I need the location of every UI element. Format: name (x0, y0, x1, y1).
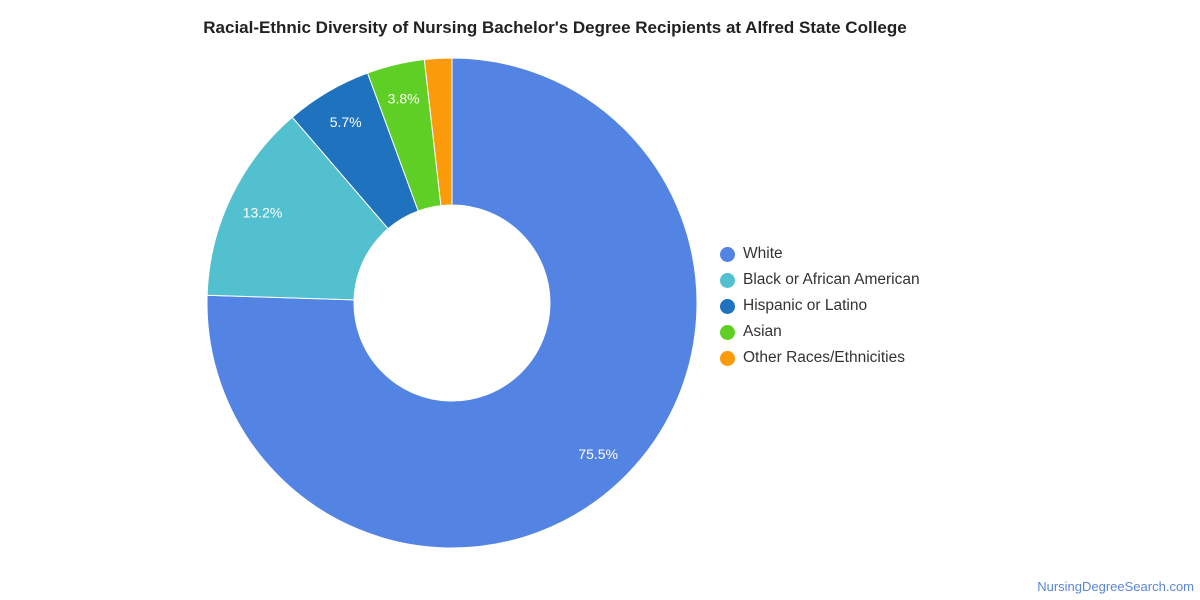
data-label: 75.5% (578, 446, 618, 462)
slice-white[interactable] (206, 57, 698, 549)
site-credit-link[interactable]: NursingDegreeSearch.com (1037, 579, 1194, 594)
legend-item[interactable]: Asian (720, 319, 920, 345)
data-label: 3.8% (388, 91, 420, 107)
data-label: 5.7% (330, 114, 362, 130)
slice-other-races-ethnicities[interactable] (423, 57, 453, 207)
legend-item[interactable]: Hispanic or Latino (720, 293, 920, 319)
legend-label: Asian (743, 323, 782, 340)
data-label: 13.2% (243, 204, 283, 220)
legend-item[interactable]: White (720, 241, 920, 267)
legend-swatch-icon (720, 298, 735, 314)
legend-label: Hispanic or Latino (743, 297, 868, 314)
legend-label: White (743, 245, 783, 262)
slice-black-or-african-american[interactable] (206, 116, 389, 301)
legend-item[interactable]: Black or African American (720, 267, 920, 293)
legend-swatch-icon (720, 272, 735, 288)
legend-item[interactable]: Other Races/Ethnicities (720, 345, 920, 371)
legend-swatch-icon (720, 246, 735, 262)
legend-label: Other Races/Ethnicities (743, 349, 905, 366)
legend-label: Black or African American (743, 271, 920, 288)
chart-title: Racial-Ethnic Diversity of Nursing Bache… (203, 18, 907, 37)
legend: White Black or African American Hispanic o… (720, 241, 920, 371)
legend-swatch-icon (720, 324, 735, 340)
legend-swatch-icon (720, 350, 735, 366)
